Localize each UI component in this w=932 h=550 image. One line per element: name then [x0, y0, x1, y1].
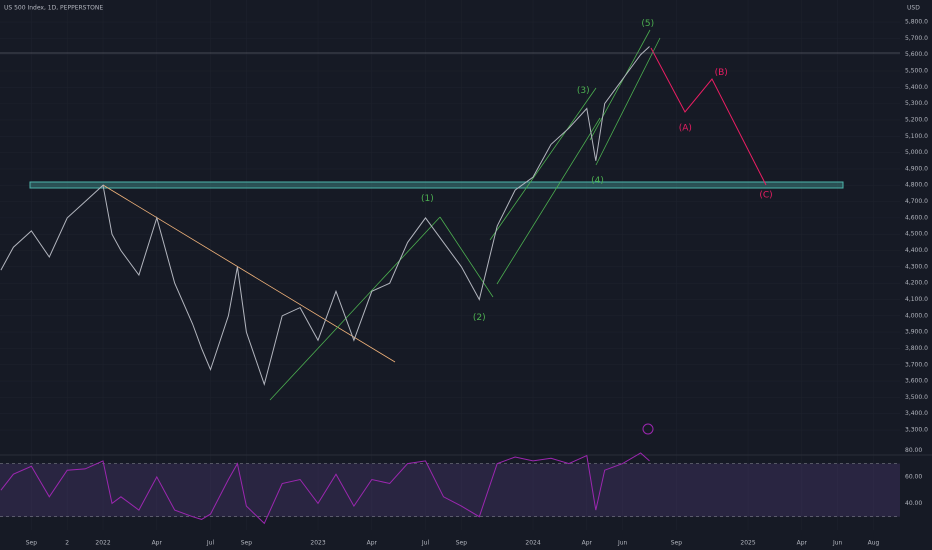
wave-label: (A) [679, 124, 692, 134]
y-tick-label: 4,000.0 [905, 312, 928, 319]
y-tick-label: 40.00 [905, 500, 922, 507]
currency: USD [907, 5, 920, 12]
trendline [439, 216, 494, 298]
y-tick-label: 4,100.0 [905, 296, 928, 303]
wave-label: (1) [421, 194, 434, 204]
channel-line [496, 117, 601, 285]
y-tick-label: 80.00 [905, 447, 922, 454]
y-tick-label: 4,400.0 [905, 247, 928, 254]
wave-label: (5) [641, 19, 654, 29]
y-tick-label: 4,300.0 [905, 263, 928, 270]
x-tick-label: Aug [868, 540, 880, 547]
y-tick-label: 3,600.0 [905, 378, 928, 385]
series-line [0, 46, 650, 387]
channel-line [595, 37, 661, 166]
x-tick-label: Apr [582, 540, 593, 547]
y-tick-label: 5,800.0 [905, 19, 928, 26]
x-tick-label: Sep [26, 540, 38, 547]
x-tick-label: Sep [671, 540, 683, 547]
x-tick-label: Jul [421, 540, 430, 547]
y-tick-label: 4,500.0 [905, 231, 928, 238]
y-tick-label: 5,000.0 [905, 149, 928, 156]
y-tick-label: 4,200.0 [905, 280, 928, 287]
x-tick-label: Jun [617, 540, 628, 547]
trendline [269, 216, 441, 401]
y-tick-label: 60.00 [905, 473, 922, 480]
y-tick-label: 3,400.0 [905, 410, 928, 417]
x-tick-label: Apr [152, 540, 163, 547]
x-tick-label: 2022 [95, 540, 110, 547]
support-zone [29, 181, 844, 189]
rsi-band [0, 463, 900, 517]
y-tick-label: 4,800.0 [905, 182, 928, 189]
x-tick-label: Sep [456, 540, 468, 547]
x-tick-label: Sep [241, 540, 253, 547]
x-tick-label: 2025 [740, 540, 755, 547]
y-tick-label: 5,500.0 [905, 67, 928, 74]
y-tick-label: 3,700.0 [905, 361, 928, 368]
y-tick-label: 3,800.0 [905, 345, 928, 352]
wave-label: (C) [759, 191, 772, 201]
x-tick-label: Apr [367, 540, 378, 547]
x-tick-label: Jul [206, 540, 215, 547]
wave-label: (B) [715, 68, 728, 78]
y-tick-label: 5,600.0 [905, 51, 928, 58]
wave-label: (3) [577, 86, 590, 96]
series-line [0, 452, 650, 525]
x-tick-label: Jun [832, 540, 843, 547]
x-tick-label: Apr [797, 540, 808, 547]
channel-line [489, 87, 597, 241]
projection [650, 47, 767, 186]
y-tick-label: 4,900.0 [905, 165, 928, 172]
channel-line [589, 29, 651, 141]
y-tick-label: 4,600.0 [905, 214, 928, 221]
x-tick-label: 2024 [525, 540, 540, 547]
x-tick-label: 2023 [310, 540, 325, 547]
y-tick-label: 5,700.0 [905, 35, 928, 42]
y-tick-label: 5,100.0 [905, 133, 928, 140]
y-tick-label: 5,300.0 [905, 100, 928, 107]
y-tick-label: 5,200.0 [905, 116, 928, 123]
trendline [102, 184, 396, 363]
alert-icon [642, 423, 654, 435]
y-tick-label: 5,400.0 [905, 84, 928, 91]
y-tick-label: 3,500.0 [905, 394, 928, 401]
y-tick-label: 3,900.0 [905, 329, 928, 336]
chart-title: US 500 Index, 1D, PEPPERSTONE [4, 5, 103, 12]
wave-label: (4) [591, 176, 604, 186]
x-tick-label: 2 [65, 540, 69, 547]
y-tick-label: 4,700.0 [905, 198, 928, 205]
y-tick-label: 3,300.0 [905, 427, 928, 434]
wave-label: (2) [473, 313, 486, 323]
